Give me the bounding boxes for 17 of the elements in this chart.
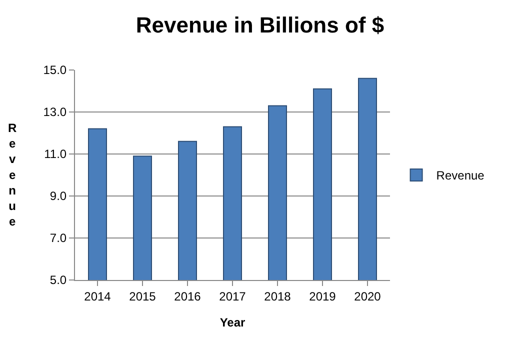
y-tick-label: 7.0 (50, 231, 67, 246)
x-tick-label: 2016 (174, 289, 202, 304)
y-tick-label: 11.0 (44, 147, 67, 162)
x-axis-title: Year (220, 315, 246, 330)
y-tick-label: 9.0 (50, 189, 67, 204)
y-tick-label: 5.0 (50, 273, 67, 288)
x-tick-label: 2020 (354, 289, 382, 304)
y-tick-label: 15.0 (43, 63, 67, 78)
x-tick-label: 2019 (309, 289, 336, 304)
chart-title: Revenue in Billions of $ (136, 12, 384, 38)
y-tick-label: 13.0 (43, 105, 67, 120)
x-tick-label: 2017 (219, 289, 246, 304)
x-tick-label: 2018 (264, 289, 292, 304)
legend-label: Revenue (436, 168, 485, 183)
y-axis-title: Revenue (8, 121, 17, 229)
x-tick-label: 2014 (84, 289, 112, 304)
x-tick-label: 2015 (129, 289, 156, 304)
